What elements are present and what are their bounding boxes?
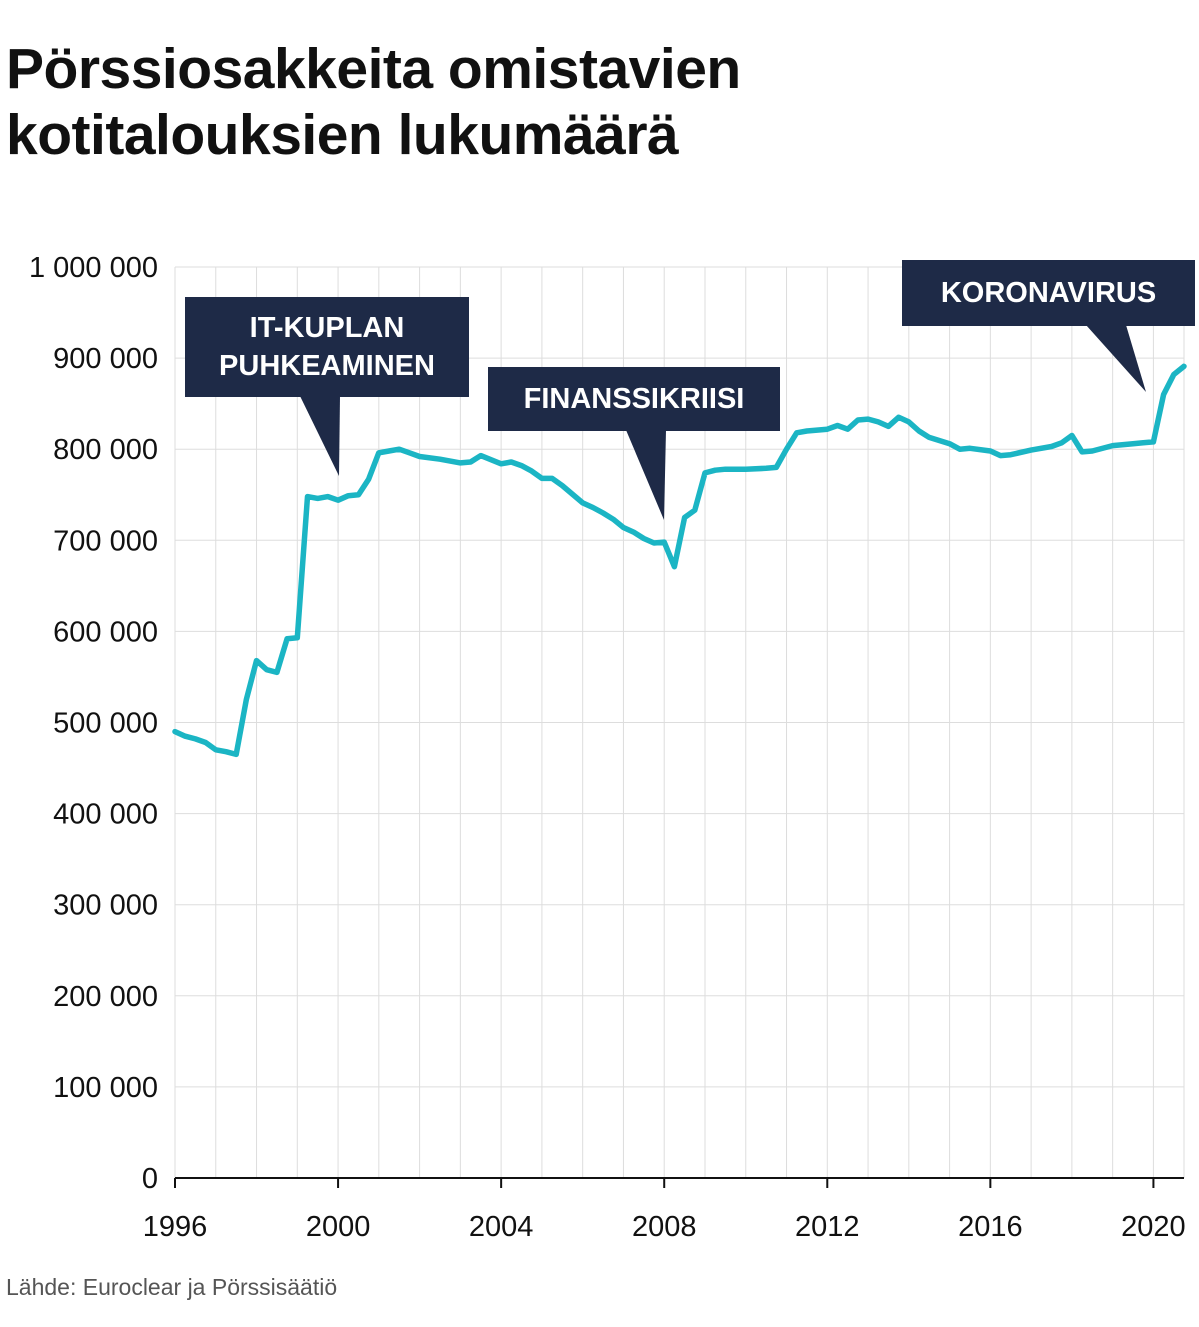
annotation-coronavirus: KORONAVIRUS: [902, 260, 1195, 326]
annotation-it-line-1: IT-KUPLAN: [249, 312, 405, 344]
chart-title-line-2: kotitalouksien lukumäärä: [6, 103, 679, 167]
y-tick-label: 500 000: [53, 708, 158, 740]
x-tick-label: 2012: [795, 1211, 860, 1243]
annotation-coronavirus-text: KORONAVIRUS: [940, 277, 1157, 309]
annotation-financial-crisis-text: FINANSSIKRIISI: [523, 383, 745, 415]
x-axis-ticks: 1996 2000 2004 2008 2012 2016 2020: [143, 1178, 1186, 1243]
annotation-coronavirus-pointer: [1086, 325, 1146, 392]
annotation-it-line-2: PUHKEAMINEN: [219, 350, 435, 382]
chart-title-line-1: Pörssiosakkeita omistavien: [6, 37, 741, 101]
y-tick-label: 0: [142, 1163, 158, 1195]
y-tick-label: 100 000: [53, 1072, 158, 1104]
x-tick-label: 2000: [306, 1211, 371, 1243]
x-tick-label: 2020: [1121, 1211, 1186, 1243]
series-group: [172, 363, 1187, 758]
y-axis-ticks: 0 100 000 200 000 300 000 400 000 500 000 600 …: [29, 252, 158, 1195]
y-tick-label: 400 000: [53, 799, 158, 831]
y-tick-label: 700 000: [53, 525, 158, 557]
y-tick-label: 900 000: [53, 343, 158, 375]
annotation-financial-crisis-pointer: [626, 430, 666, 520]
y-tick-label: 1 000 000: [29, 252, 158, 284]
y-tick-label: 800 000: [53, 434, 158, 466]
y-tick-label: 300 000: [53, 890, 158, 922]
annotation-it-pointer: [300, 396, 340, 476]
chart-title: Pörssiosakkeita omistavien kotitalouksie…: [6, 36, 1186, 168]
y-tick-label: 200 000: [53, 981, 158, 1013]
y-tick-label: 600 000: [53, 616, 158, 648]
x-tick-label: 2008: [632, 1211, 697, 1243]
source-note: Lähde: Euroclear ja Pörssisäätiö: [6, 1274, 338, 1300]
x-tick-label: 2004: [469, 1211, 534, 1243]
annotation-it-bubble: IT-KUPLAN PUHKEAMINEN: [185, 297, 469, 397]
chart-grid: [174, 266, 1185, 1179]
x-tick-label: 2016: [958, 1211, 1023, 1243]
series-line: [172, 363, 1187, 758]
annotation-pointers: [300, 325, 1146, 520]
annotation-financial-crisis: FINANSSIKRIISI: [488, 367, 780, 431]
x-tick-label: 1996: [143, 1211, 208, 1243]
